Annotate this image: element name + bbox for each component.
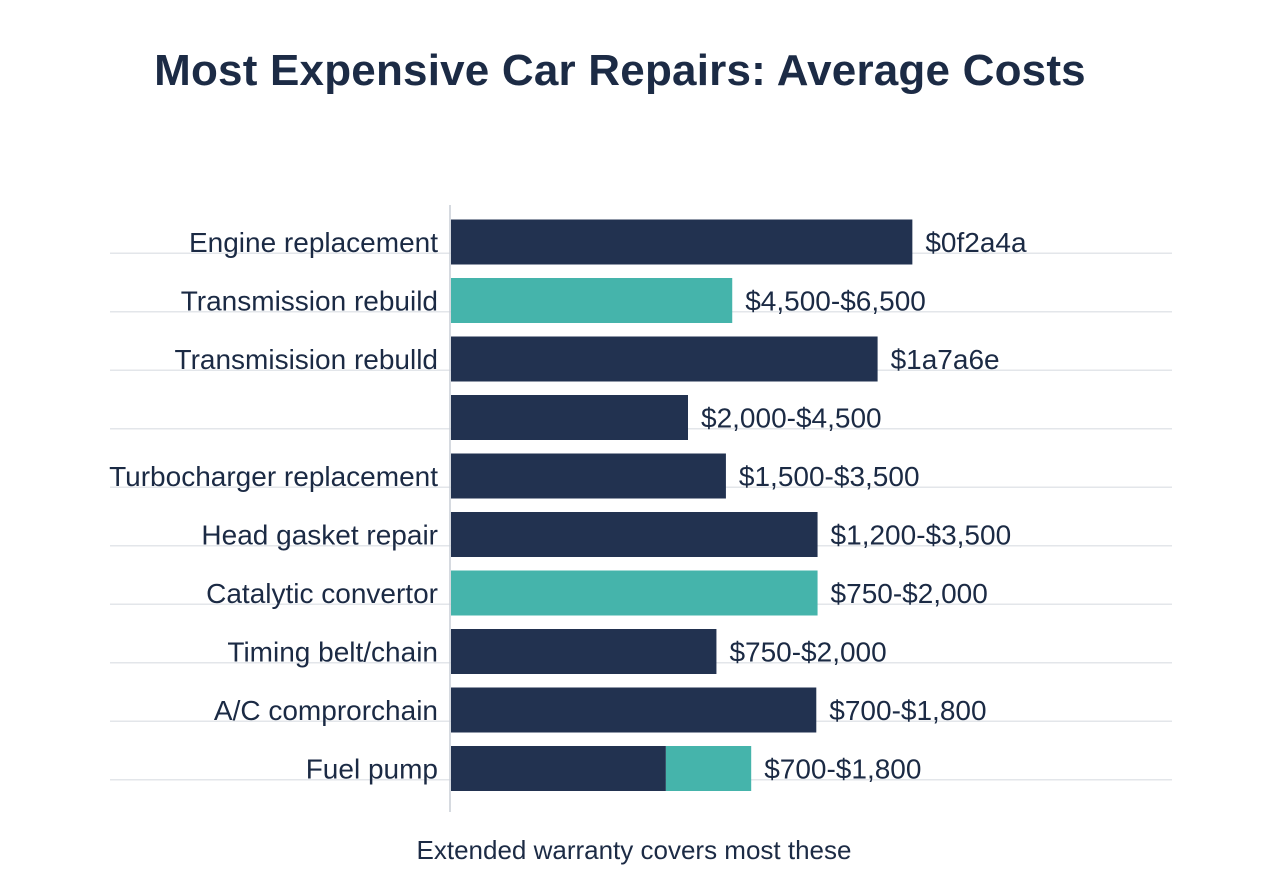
category-labels: Engine replacement Transmission rebuild Tr… — [109, 227, 438, 785]
category-label: Fuel pump — [306, 754, 438, 785]
value-label: $1a7a6e — [891, 344, 1000, 375]
bar-9-segment-1 — [665, 746, 752, 791]
value-label: $1,500-$3,500 — [739, 461, 920, 492]
value-label: $700-$1,800 — [829, 695, 986, 726]
value-label: $750-$2,000 — [729, 637, 886, 668]
category-label: Catalytic convertor — [206, 578, 438, 609]
chart-title: Most Expensive Car Repairs: Average Cost… — [154, 46, 1086, 95]
category-label: Engine replacement — [189, 227, 438, 258]
value-label: $4,500-$6,500 — [745, 286, 926, 317]
bars — [451, 219, 913, 791]
category-label: Transmisision rebulld — [175, 344, 439, 375]
category-label: Turbocharger replacement — [109, 461, 438, 492]
value-label: $1,200-$3,500 — [831, 520, 1012, 551]
value-label: $700-$1,800 — [764, 754, 921, 785]
footnote: Extended warranty covers most these — [416, 835, 852, 865]
value-labels: $0f2a4a $4,500-$6,500 $1a7a6e $2,000-$4,500… — [701, 227, 1027, 785]
bar-2 — [451, 336, 878, 382]
bar-7 — [451, 629, 717, 674]
bar-9-segment-0 — [451, 746, 666, 791]
bar-1 — [451, 278, 733, 323]
bar-8 — [451, 687, 817, 733]
bar-6 — [451, 570, 818, 616]
category-label: Timing belt/chain — [227, 637, 438, 668]
value-label: $0f2a4a — [925, 227, 1027, 258]
value-label: $2,000-$4,500 — [701, 403, 882, 434]
bar-3 — [451, 395, 688, 440]
bar-0 — [451, 219, 913, 265]
category-label: A/C comprorchain — [214, 695, 438, 726]
bar-4 — [451, 453, 726, 499]
category-label: Head gasket repair — [201, 520, 438, 551]
bar-5 — [451, 512, 818, 557]
value-label: $750-$2,000 — [831, 578, 988, 609]
category-label: Transmission rebuild — [181, 286, 438, 317]
